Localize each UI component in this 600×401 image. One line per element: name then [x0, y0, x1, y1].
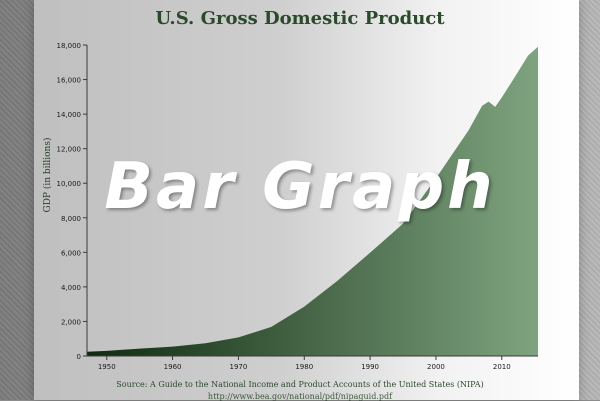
- y-tick-label: 10,000: [57, 180, 82, 188]
- y-tick-label: 18,000: [57, 42, 82, 50]
- x-tick-label: 1960: [164, 363, 182, 371]
- chart-title: U.S. Gross Domestic Product: [155, 8, 445, 29]
- y-tick-label: 8,000: [61, 215, 81, 223]
- source-link[interactable]: http://www.bea.gov/national/pdf/nipaguid…: [207, 392, 393, 401]
- y-tick-label: 14,000: [57, 111, 82, 119]
- x-tick-label: 1980: [295, 363, 313, 371]
- x-tick-label: 1970: [230, 363, 248, 371]
- y-tick-label: 12,000: [57, 146, 82, 154]
- x-tick-label: 1990: [361, 363, 379, 371]
- y-tick-label: 16,000: [57, 77, 82, 85]
- y-tick-label: 0: [77, 353, 81, 361]
- source-note: Source: A Guide to the National Income a…: [116, 380, 484, 389]
- x-tick-label: 2000: [427, 363, 445, 371]
- x-tick-label: 2010: [493, 363, 511, 371]
- overlay-title: Bar Graph: [104, 150, 496, 224]
- y-tick-label: 4,000: [61, 284, 81, 292]
- y-tick-label: 2,000: [61, 318, 81, 326]
- gdp-area: [87, 46, 538, 356]
- y-tick-label: 6,000: [61, 249, 81, 257]
- x-tick-label: 1950: [98, 363, 116, 371]
- axes: 0 2,000 4,000 6,000 8,000 10,000 12,000 14,000 1…: [57, 42, 538, 371]
